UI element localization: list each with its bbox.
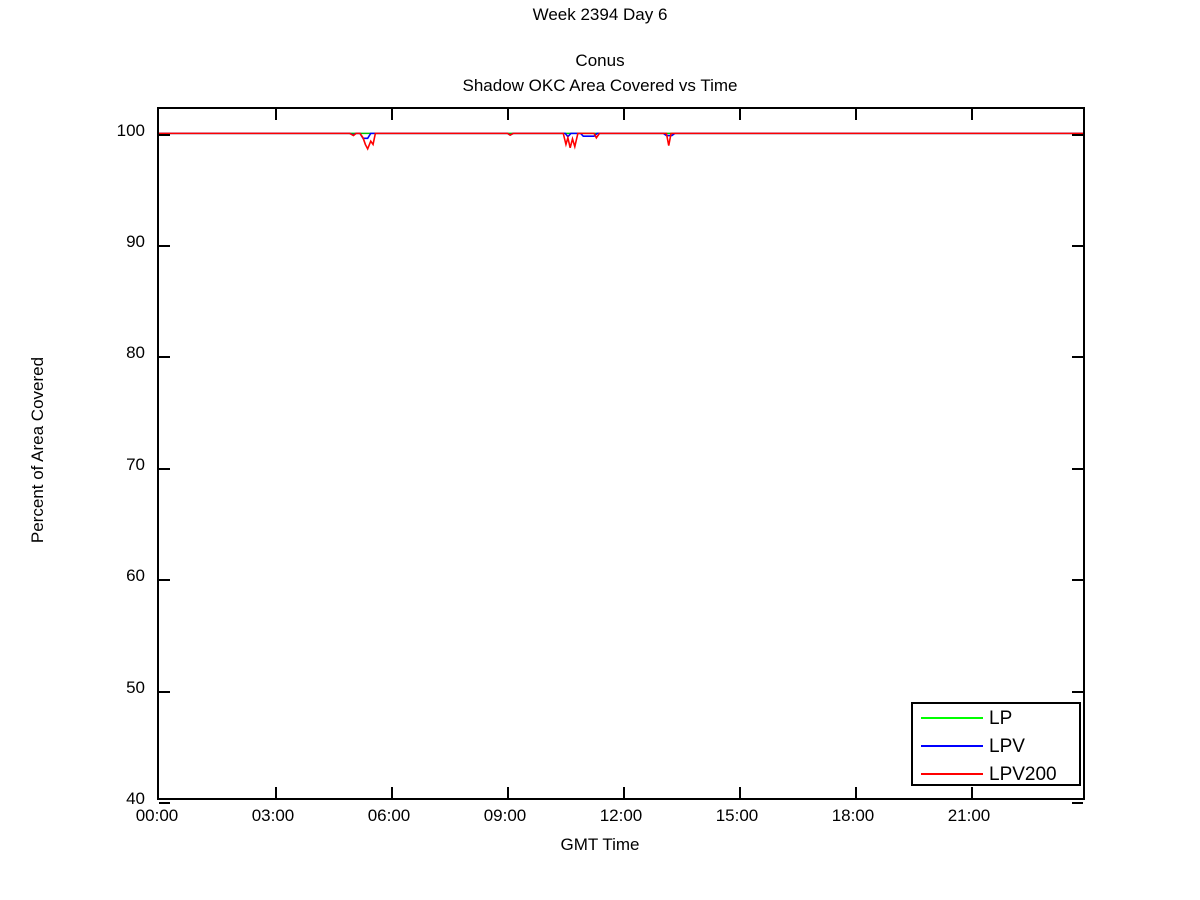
y-tick-right — [1072, 690, 1083, 693]
x-tick-top — [971, 109, 973, 120]
series-line-lpv200 — [159, 133, 1083, 149]
legend-item[interactable]: LPV200 — [913, 760, 1079, 788]
chart-title-block: Conus Shadow OKC Area Covered vs Time — [0, 48, 1200, 98]
y-tick — [159, 579, 170, 582]
x-tick — [275, 787, 277, 798]
y-tick-label: 90 — [126, 231, 145, 251]
y-tick — [159, 467, 170, 470]
legend-swatch-lpv200 — [921, 773, 983, 775]
legend-swatch-lpv — [921, 745, 983, 747]
legend: LP LPV LPV200 — [911, 702, 1081, 786]
x-tick-top — [623, 109, 625, 120]
plot-area — [157, 107, 1085, 804]
y-tick-label: 80 — [126, 343, 145, 363]
x-tick-label: 21:00 — [947, 806, 991, 825]
x-axis-label: GMT Time — [560, 835, 640, 854]
legend-item[interactable]: LP — [913, 704, 1079, 732]
y-tick-label: 70 — [126, 454, 145, 474]
y-tick-label: 40 — [126, 789, 145, 808]
x-tick-top — [391, 109, 393, 120]
x-tick — [391, 787, 393, 798]
y-tick-right — [1072, 467, 1083, 470]
y-tick-label: 60 — [126, 566, 145, 586]
legend-label-lp: LP — [989, 707, 1013, 729]
x-tick-top — [855, 109, 857, 120]
y-tick — [159, 133, 170, 136]
super-title: Week 2394 Day 6 — [532, 5, 668, 24]
x-tick — [507, 787, 509, 798]
y-tick-right — [1072, 133, 1083, 136]
x-tick-top — [739, 109, 741, 120]
x-tick-label: 09:00 — [483, 806, 527, 825]
y-tick — [159, 356, 170, 359]
y-tick-label: 100 — [116, 120, 145, 140]
y-tick-right — [1072, 356, 1083, 359]
x-tick-label: 18:00 — [831, 806, 875, 825]
y-tick-right — [1072, 579, 1083, 582]
x-tick — [739, 787, 741, 798]
x-tick-top — [275, 109, 277, 120]
x-tick-top — [507, 109, 509, 120]
y-tick — [159, 690, 170, 693]
y-tick-right — [1072, 802, 1083, 804]
plot-canvas — [159, 109, 1083, 798]
y-tick — [159, 802, 170, 804]
chart-subtitle: Shadow OKC Area Covered vs Time — [462, 76, 738, 95]
x-tick-label: 03:00 — [251, 806, 295, 825]
legend-label-lpv200: LPV200 — [989, 763, 1057, 785]
y-tick-label: 50 — [126, 677, 145, 697]
y-tick — [159, 244, 170, 247]
x-tick — [971, 787, 973, 798]
y-tick-right — [1072, 244, 1083, 247]
x-tick-label: 00:00 — [135, 806, 179, 825]
legend-item[interactable]: LPV — [913, 732, 1079, 760]
legend-swatch-lp — [921, 717, 983, 719]
x-tick-label: 15:00 — [715, 806, 759, 825]
x-tick — [855, 787, 857, 798]
x-tick-label: 06:00 — [367, 806, 411, 825]
x-tick — [623, 787, 625, 798]
chart-title: Conus — [575, 51, 625, 70]
y-axis-label: Percent of Area Covered — [28, 356, 47, 544]
legend-label-lpv: LPV — [989, 735, 1025, 757]
x-tick-label: 12:00 — [599, 806, 643, 825]
